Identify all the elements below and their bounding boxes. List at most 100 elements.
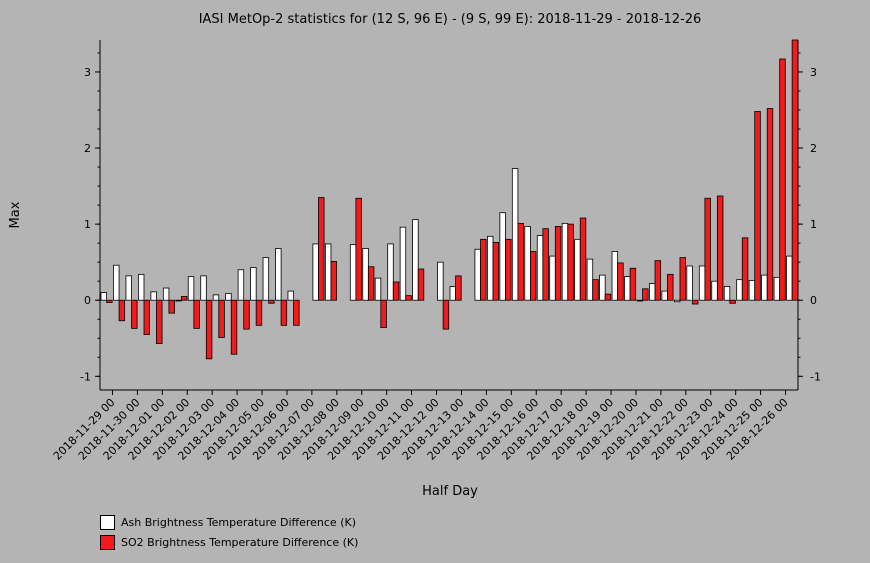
chart-title: IASI MetOp-2 statistics for (12 S, 96 E)… [199, 12, 702, 27]
so2-bar-34 [529, 251, 537, 301]
so2-bar-32 [505, 238, 512, 301]
ash-bar-24 [399, 226, 407, 301]
y-tick-label-right: -1 [810, 370, 821, 383]
so2-bar-37 [567, 223, 574, 301]
ash-bar-10 [225, 292, 232, 301]
legend-swatch-so2 [100, 534, 115, 550]
so2-bar-30 [480, 238, 487, 301]
ash-bar-27 [437, 261, 444, 301]
y-tick-label-right: 2 [810, 142, 817, 155]
so2-bar-2 [131, 299, 138, 329]
so2-bar-55 [791, 39, 799, 301]
ash-bar-8 [200, 275, 207, 301]
so2-bar-48 [704, 197, 711, 301]
ash-bar-9 [212, 294, 220, 301]
ash-bar-36 [549, 255, 556, 301]
so2-bar-54 [779, 58, 786, 301]
so2-bar-6 [180, 296, 188, 301]
so2-bar-28 [455, 275, 462, 301]
ash-bar-39 [586, 258, 594, 301]
so2-bar-27 [442, 299, 450, 330]
y-tick-label: 1 [84, 218, 91, 231]
ash-bar-41 [611, 251, 619, 301]
ash-bar-17 [312, 243, 319, 301]
so2-bar-5 [168, 299, 175, 314]
so2-bar-35 [542, 228, 549, 301]
so2-bar-44 [654, 260, 662, 301]
ash-bar-32 [499, 212, 506, 301]
y-tick-label-right: 0 [810, 294, 817, 307]
ash-bar-34 [524, 226, 531, 301]
so2-bar-4 [156, 299, 163, 344]
so2-bar-42 [629, 267, 637, 301]
so2-bar-25 [417, 268, 425, 301]
ash-bar-14 [275, 248, 282, 301]
ash-bar-43 [636, 299, 643, 302]
ash-bar-20 [349, 244, 357, 301]
ash-bar-38 [574, 238, 581, 301]
so2-bar-24 [405, 295, 412, 301]
ash-bar-11 [237, 269, 245, 301]
so2-bar-15 [293, 299, 300, 326]
y-tick-label: 0 [84, 294, 91, 307]
ash-bar-53 [761, 274, 768, 301]
ash-bar-21 [362, 248, 369, 301]
so2-bar-40 [604, 293, 612, 301]
ash-bar-48 [698, 265, 706, 301]
so2-bar-18 [330, 261, 337, 301]
so2-bar-17 [318, 197, 325, 301]
so2-bar-14 [280, 299, 288, 326]
so2-bar-45 [667, 273, 674, 301]
ash-bar-35 [536, 235, 544, 301]
y-tick-label: 3 [84, 66, 91, 79]
so2-bar-12 [255, 299, 263, 326]
so2-bar-10 [230, 299, 238, 355]
y-tick-label-right: 3 [810, 66, 817, 79]
ash-bar-52 [748, 280, 756, 301]
ash-bar-18 [324, 243, 332, 301]
ash-bar-23 [387, 243, 394, 301]
so2-bar-47 [692, 299, 699, 305]
axes-group: -1 -1 0 0 1 1 2 2 3 3 [80, 40, 821, 391]
so2-bar-41 [617, 262, 624, 301]
y-axis-label: Max [8, 201, 23, 228]
ash-bar-54 [773, 276, 781, 301]
y-tick-label: -1 [80, 370, 91, 383]
so2-bar-8 [205, 299, 213, 360]
y-tick-label-right: 1 [810, 218, 817, 231]
so2-bar-31 [492, 241, 499, 301]
ash-bar-15 [287, 290, 294, 301]
ash-bar-30 [474, 248, 481, 301]
ash-bar-51 [736, 279, 743, 301]
ash-bar-13 [262, 257, 270, 301]
so2-bar-51 [741, 237, 749, 301]
so2-bar-7 [193, 299, 200, 329]
ash-bar-37 [561, 222, 569, 301]
ash-bar-45 [661, 290, 668, 301]
ash-bar-47 [686, 265, 693, 301]
ash-bar-40 [599, 274, 606, 301]
ash-bar-5 [162, 287, 170, 301]
ash-bar-42 [624, 276, 631, 301]
so2-bar-39 [592, 279, 599, 301]
so2-bar-20 [355, 197, 362, 301]
legend: Ash Brightness Temperature Difference (K… [100, 512, 358, 552]
legend-swatch-ash [100, 514, 115, 530]
so2-bar-23 [392, 281, 400, 301]
so2-bar-0 [106, 299, 113, 303]
ash-bar-0 [100, 292, 107, 301]
legend-label-so2: SO2 Brightness Temperature Difference (K… [121, 535, 359, 549]
ash-bar-46 [673, 299, 681, 303]
so2-bar-50 [729, 299, 736, 304]
ash-bar-4 [150, 291, 157, 301]
so2-bar-9 [218, 299, 225, 338]
ash-bar-6 [175, 299, 182, 302]
ash-bar-50 [723, 286, 731, 301]
so2-bar-21 [367, 266, 375, 301]
ash-bar-2 [125, 275, 132, 301]
ash-bar-3 [137, 273, 145, 301]
so2-bar-11 [243, 299, 250, 330]
ash-bar-31 [486, 235, 494, 301]
so2-bar-38 [579, 217, 587, 301]
